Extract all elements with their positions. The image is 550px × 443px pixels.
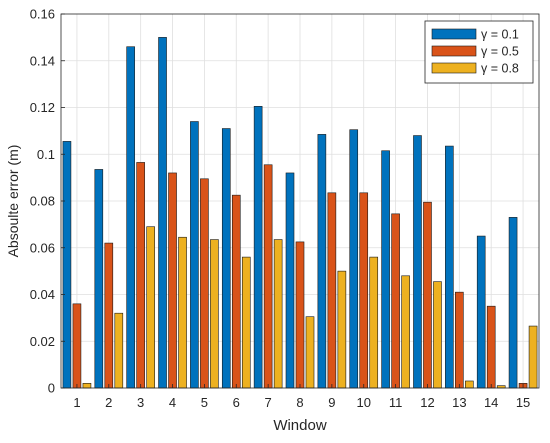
bar-series-2-window-2 xyxy=(104,242,114,389)
y-tick-label: 0.02 xyxy=(30,334,55,349)
ticks: 00.020.040.060.080.10.120.140.161 2 3 4 5 6 7 8… xyxy=(30,7,531,411)
y-tick-label: 0.08 xyxy=(30,194,55,209)
x-tick-label: 2 xyxy=(105,395,112,410)
x-tick-label: 12 xyxy=(420,395,434,410)
bar-series-1-window-12 xyxy=(413,135,422,389)
bar-series-1-window-9 xyxy=(317,134,327,389)
x-tick-label: 8 xyxy=(296,395,303,410)
y-tick-label: 0.04 xyxy=(30,287,55,302)
y-tick-label: 0.12 xyxy=(30,100,55,115)
bar-series-2-window-10 xyxy=(359,192,369,389)
bar-series-2-window-8 xyxy=(295,241,305,389)
y-tick-label: 0.06 xyxy=(30,240,55,255)
bar-series-3-window-10 xyxy=(369,256,379,389)
bar-series-3-window-12 xyxy=(433,281,442,389)
x-tick-label: 15 xyxy=(516,395,530,410)
bar-series-1-window-5 xyxy=(190,121,199,389)
legend-swatch-3 xyxy=(431,62,477,74)
bar-series-2-window-13 xyxy=(455,291,464,389)
x-tick-label: 4 xyxy=(169,395,176,410)
bar-series-3-window-1 xyxy=(82,383,92,389)
y-axis-label: Absoulte error (m) xyxy=(5,145,21,258)
x-tick-label: 9 xyxy=(328,395,335,410)
x-tick-label: 11 xyxy=(389,395,403,410)
bar-series-2-window-9 xyxy=(327,192,337,389)
bar-series-2-window-5 xyxy=(200,178,209,389)
bar-series-2-window-3 xyxy=(136,162,145,389)
bar-series-3-window-13 xyxy=(465,380,474,389)
bars xyxy=(62,37,538,389)
legend-label-1: γ = 0.1 xyxy=(481,28,519,42)
bar-series-2-window-7 xyxy=(263,164,273,389)
bar-series-3-window-11 xyxy=(401,275,410,389)
bar-series-3-window-2 xyxy=(114,312,124,389)
bar-series-1-window-3 xyxy=(126,46,135,389)
bar-series-2-window-1 xyxy=(72,303,82,389)
x-axis-label: Window xyxy=(273,417,327,434)
bar-series-3-window-4 xyxy=(178,236,187,389)
x-tick-label: 10 xyxy=(356,395,370,410)
bar-series-1-window-14 xyxy=(476,235,486,389)
bar-series-2-window-11 xyxy=(391,213,400,389)
x-tick-label: 5 xyxy=(201,395,208,410)
legend-label-3: γ = 0.8 xyxy=(481,62,519,76)
bar-series-1-window-2 xyxy=(94,169,104,389)
bar-series-3-window-5 xyxy=(210,239,219,389)
bar-series-2-window-14 xyxy=(486,305,496,389)
bar-series-1-window-4 xyxy=(158,37,167,389)
bar-series-1-window-11 xyxy=(381,150,390,389)
x-tick-label: 3 xyxy=(137,395,144,410)
bar-series-2-window-12 xyxy=(423,201,432,389)
bar-series-3-window-3 xyxy=(146,226,155,389)
bar-series-3-window-6 xyxy=(241,256,251,389)
y-tick-label: 0.14 xyxy=(30,53,55,68)
legend-label-2: γ = 0.5 xyxy=(481,45,519,59)
bar-series-1-window-7 xyxy=(253,106,263,389)
x-tick-label: 1 xyxy=(73,395,80,410)
bar-series-2-window-4 xyxy=(168,172,177,389)
x-tick-label: 14 xyxy=(484,395,498,410)
x-tick-label: 6 xyxy=(233,395,240,410)
bar-series-1-window-8 xyxy=(285,172,295,389)
x-tick-label: 13 xyxy=(452,395,466,410)
y-tick-label: 0.1 xyxy=(37,147,55,162)
bar-series-3-window-15 xyxy=(528,325,538,389)
bar-series-1-window-10 xyxy=(349,129,359,389)
bar-series-1-window-13 xyxy=(445,145,454,389)
legend: γ = 0.1 γ = 0.5 γ = 0.8 xyxy=(424,20,534,84)
bar-series-3-window-7 xyxy=(273,239,283,389)
y-tick-label: 0 xyxy=(48,381,55,396)
legend-swatch-2 xyxy=(431,45,477,57)
bar-series-3-window-9 xyxy=(337,270,347,389)
x-tick-label: 7 xyxy=(265,395,272,410)
bar-series-1-window-15 xyxy=(508,217,518,389)
bar-series-1-window-1 xyxy=(62,141,72,389)
legend-swatch-1 xyxy=(431,28,477,40)
y-tick-label: 0.16 xyxy=(30,7,55,22)
bar-series-1-window-6 xyxy=(221,128,231,389)
bar-series-2-window-6 xyxy=(231,194,241,389)
bar-series-3-window-8 xyxy=(305,316,315,389)
